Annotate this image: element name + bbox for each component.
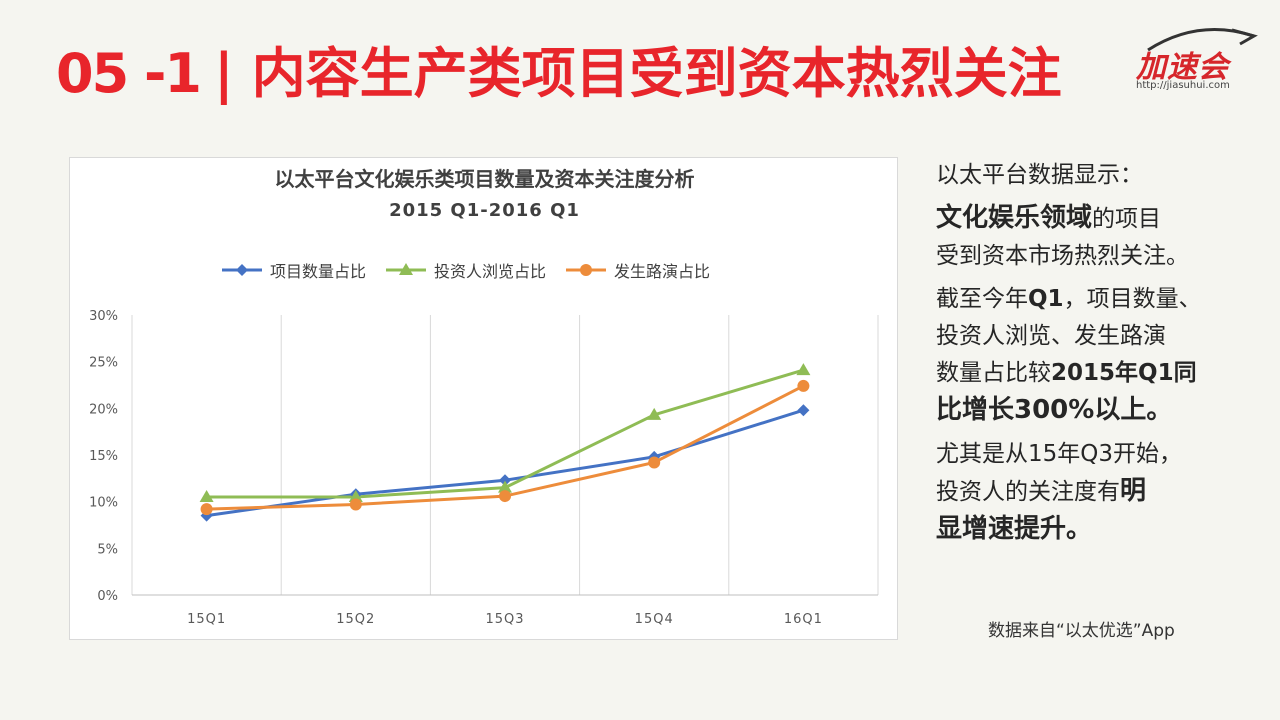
- data-point-s2: [498, 480, 512, 493]
- logo-swoosh-icon: [1147, 28, 1258, 52]
- data-source-note: 数据来自“以太优选”App: [988, 621, 1175, 641]
- x-tick-label: 15Q2: [336, 612, 375, 627]
- legend-item-3: 发生路演占比: [564, 258, 710, 282]
- data-point-s2: [348, 490, 363, 502]
- x-tick-label: 15Q4: [635, 612, 674, 627]
- legend-item-1: 项目数量占比: [220, 258, 366, 282]
- summary-l8: 尤其是从15年Q3开始，: [936, 441, 1183, 467]
- data-point-s3: [797, 379, 810, 392]
- x-tick-label: 16Q1: [784, 612, 823, 627]
- summary-l9b: 明: [1120, 476, 1147, 506]
- legend-marker: [236, 264, 248, 276]
- legend-label: 投资人浏览占比: [434, 262, 547, 281]
- legend-label: 项目数量占比: [270, 262, 367, 281]
- y-tick-label: 5%: [97, 542, 118, 557]
- logo-text: 加速会: [1136, 50, 1229, 85]
- x-tick-label: 15Q1: [187, 612, 226, 627]
- y-tick-label: 10%: [89, 496, 118, 511]
- legend-marker: [580, 264, 593, 276]
- legend-item-2: 投资人浏览占比: [384, 258, 546, 282]
- chart-legend: 项目数量占比 投资人浏览占比 发生路演占比: [220, 258, 728, 282]
- highlight-domain: 文化娱乐领域: [936, 203, 1093, 233]
- summary-para-1: 文化娱乐领域的项目 受到资本市场热烈关注。: [936, 200, 1236, 275]
- line-chart: 0% 5% 10% 15% 20% 25% 30% 15Q1 15Q2 15Q3 15Q4 16Q1: [89, 309, 879, 627]
- summary-l9a: 投资人的关注度有: [936, 479, 1120, 505]
- summary-l4q: Q1: [1028, 286, 1064, 312]
- title-divider: |: [213, 42, 234, 105]
- summary-l4a: 截至今年: [936, 286, 1028, 312]
- data-point-s3: [349, 498, 362, 511]
- logo-url: http://jiasuhui.com: [1136, 80, 1230, 91]
- y-tick-label: 30%: [89, 309, 118, 324]
- summary-l6a: 数量占比较: [936, 360, 1051, 386]
- summary-l4b: ，项目数量、: [1063, 286, 1202, 312]
- chart-title: 以太平台文化娱乐类项目数量及资本关注度分析: [274, 167, 695, 191]
- summary-l5: 投资人浏览、发生路演: [936, 323, 1166, 349]
- summary-l7: 比增长300%以上。: [936, 395, 1173, 425]
- data-point-s3: [648, 456, 661, 469]
- summary-para-3: 尤其是从15年Q3开始， 投资人的关注度有明 显增速提升。: [936, 436, 1236, 549]
- legend-swatch-icon: [386, 263, 427, 275]
- title-text: 内容生产类项目受到资本热烈关注: [251, 42, 1062, 105]
- summary-l3: 受到资本市场热烈关注。: [936, 243, 1189, 269]
- summary-l10: 显增速提升。: [936, 514, 1093, 544]
- legend-swatch-icon: [566, 264, 607, 276]
- y-tick-label: 20%: [89, 402, 118, 417]
- data-point-s3: [499, 490, 511, 503]
- summary-text: 以太平台数据显示： 文化娱乐领域的项目 受到资本市场热烈关注。 截至今年Q1，项…: [936, 158, 1236, 549]
- summary-l6b: 2015年Q1同: [1051, 360, 1197, 386]
- legend-swatch-icon: [222, 264, 262, 276]
- legend-marker: [399, 263, 414, 275]
- section-number: 05 -1: [56, 42, 202, 105]
- chart-panel: 以太平台文化娱乐类项目数量及资本关注度分析 2015 Q1-2016 Q1 项目…: [69, 157, 898, 640]
- data-point-s1: [499, 474, 511, 487]
- summary-para-2: 截至今年Q1，项目数量、 投资人浏览、发生路演 数量占比较2015年Q1同 比增…: [936, 281, 1236, 430]
- data-point-s2: [796, 363, 811, 376]
- legend-label: 发生路演占比: [614, 262, 711, 281]
- x-tick-label: 15Q3: [485, 612, 524, 627]
- brand-logo: 加速会 http://jiasuhui.com: [1128, 22, 1258, 102]
- data-point-s1: [797, 404, 810, 417]
- y-tick-label: 0%: [97, 589, 118, 604]
- y-tick-label: 25%: [89, 356, 118, 371]
- slide-title: 05 -1 | 内容生产类项目受到资本热烈关注: [56, 34, 1062, 114]
- data-point-s3: [200, 503, 213, 516]
- chart-subtitle: 2015 Q1-2016 Q1: [389, 200, 580, 221]
- summary-intro: 以太平台数据显示：: [936, 162, 1143, 188]
- y-tick-label: 15%: [89, 449, 118, 464]
- data-point-s2: [647, 407, 662, 420]
- data-point-s2: [199, 490, 214, 502]
- summary-l2: 的项目: [1092, 206, 1162, 232]
